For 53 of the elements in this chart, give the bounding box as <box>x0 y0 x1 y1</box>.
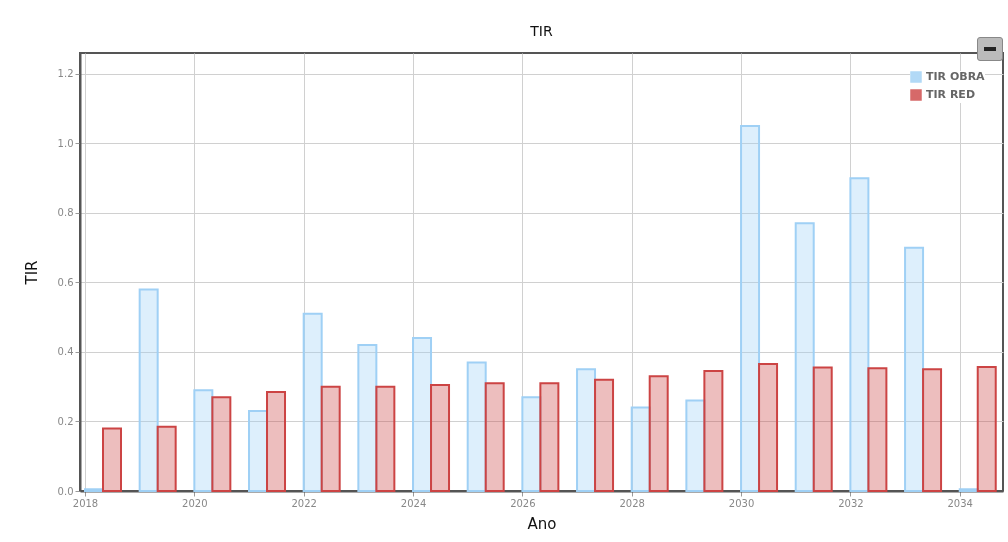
bar <box>156 425 177 492</box>
bar <box>302 312 323 492</box>
x-tick-label: 2030 <box>728 497 755 509</box>
bar <box>412 337 433 492</box>
x-tick-label: 2022 <box>291 497 317 509</box>
bar <box>248 410 269 492</box>
x-tick-label: 2032 <box>838 497 864 509</box>
x-tick-label: 2018 <box>72 497 99 509</box>
bar <box>758 363 779 492</box>
x-tick-label: 2024 <box>400 497 427 509</box>
x-tick-label: 2028 <box>619 497 645 509</box>
bar <box>685 399 706 492</box>
bar <box>539 382 560 492</box>
bar <box>812 366 833 492</box>
bar <box>648 375 669 492</box>
bar <box>904 246 925 492</box>
bar <box>867 367 888 492</box>
y-tick-label: 0.0 <box>57 485 74 497</box>
x-tick-label: 2026 <box>510 497 536 509</box>
y-tick-label: 0.6 <box>57 276 74 288</box>
bar <box>211 396 232 492</box>
bar <box>521 396 542 492</box>
bar <box>430 383 451 492</box>
bar <box>740 125 761 492</box>
bar <box>357 344 378 492</box>
bar <box>193 389 214 492</box>
chart-title: TIR <box>529 23 553 39</box>
y-tick-label: 0.2 <box>57 415 74 427</box>
bar <box>849 177 870 492</box>
legend-label: TIR RED <box>926 88 976 101</box>
bar <box>794 222 815 492</box>
bar <box>466 361 487 492</box>
y-tick-label: 0.4 <box>57 346 74 358</box>
legend-label: TIR OBRA <box>926 70 986 83</box>
bar <box>102 427 122 492</box>
y-axis-title: TIR <box>22 260 41 286</box>
bar <box>375 385 396 492</box>
bar <box>976 365 997 492</box>
bar <box>484 382 505 492</box>
bar <box>266 390 287 492</box>
y-tick-label: 1.0 <box>57 137 74 149</box>
y-tick-label: 1.2 <box>57 68 74 80</box>
bar <box>703 370 724 492</box>
x-tick-label: 2034 <box>947 497 973 509</box>
bar <box>594 378 615 492</box>
y-tick-label: 0.8 <box>57 207 74 219</box>
x-tick-label: 2020 <box>182 497 208 509</box>
bar <box>576 368 597 492</box>
bar <box>320 385 341 492</box>
bar <box>922 368 943 492</box>
x-axis-title: Ano <box>527 514 557 533</box>
bar <box>630 406 651 492</box>
bar <box>138 288 159 492</box>
